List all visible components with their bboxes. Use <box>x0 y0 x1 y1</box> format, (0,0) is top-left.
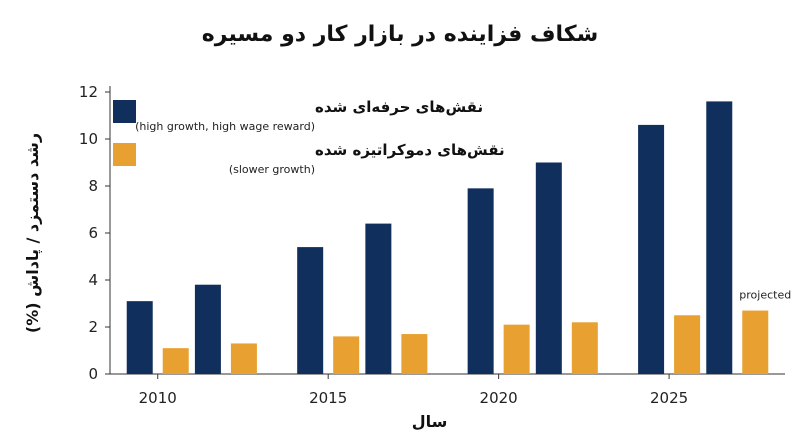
bar-series-1 <box>194 284 221 374</box>
bar-series-2 <box>401 334 428 374</box>
legend-swatch <box>113 100 136 123</box>
x-tick-label: 2025 <box>650 389 688 407</box>
bar-series-2 <box>674 315 701 374</box>
bar-series-1 <box>297 247 324 374</box>
bar-series-2 <box>503 324 530 374</box>
bar-series-2 <box>742 310 769 374</box>
y-tick-label: 12 <box>79 83 98 101</box>
y-tick-label: 6 <box>88 224 98 242</box>
y-tick-label: 8 <box>88 177 98 195</box>
x-tick-label: 2020 <box>480 389 518 407</box>
x-tick-label: 2010 <box>139 389 177 407</box>
bar-series-1 <box>706 101 733 375</box>
bar-series-2 <box>571 322 598 374</box>
legend-sublabel: (slower growth) <box>229 163 315 176</box>
x-tick-label: 2015 <box>309 389 347 407</box>
legend-sublabel: (high growth, high wage reward) <box>135 120 315 133</box>
bar-series-1 <box>638 124 665 375</box>
y-tick-label: 0 <box>88 365 98 383</box>
bar-series-1 <box>126 301 153 374</box>
y-axis-title: رشد دستمزد / پاداش (%) <box>23 133 43 333</box>
legend-swatch <box>113 143 136 166</box>
bar-series-2 <box>230 343 257 374</box>
y-tick-label: 4 <box>88 271 98 289</box>
legend: نقش‌های حرفه‌ای شده(high growth, high wa… <box>113 98 505 176</box>
bar-series-1 <box>365 223 392 374</box>
bars: projected <box>126 101 791 375</box>
chart-title: شکاف فزاینده در بازار کار دو مسیره <box>201 22 599 47</box>
bar-series-2 <box>162 348 189 374</box>
bar-series-1 <box>467 188 494 374</box>
bar-series-2 <box>333 336 360 374</box>
axes: 0 2 4 6 8 10 12 2010 2015 2020 2025 سال رشد دستمزد /… <box>23 83 785 431</box>
bar-series-1 <box>535 162 562 374</box>
y-tick-label: 10 <box>79 130 98 148</box>
projected-annotation: projected <box>739 289 791 302</box>
legend-label: نقش‌های دموکراتیزه شده <box>315 141 505 159</box>
x-axis-title: سال <box>412 412 448 431</box>
legend-label: نقش‌های حرفه‌ای شده <box>315 98 483 116</box>
y-tick-label: 2 <box>88 318 98 336</box>
